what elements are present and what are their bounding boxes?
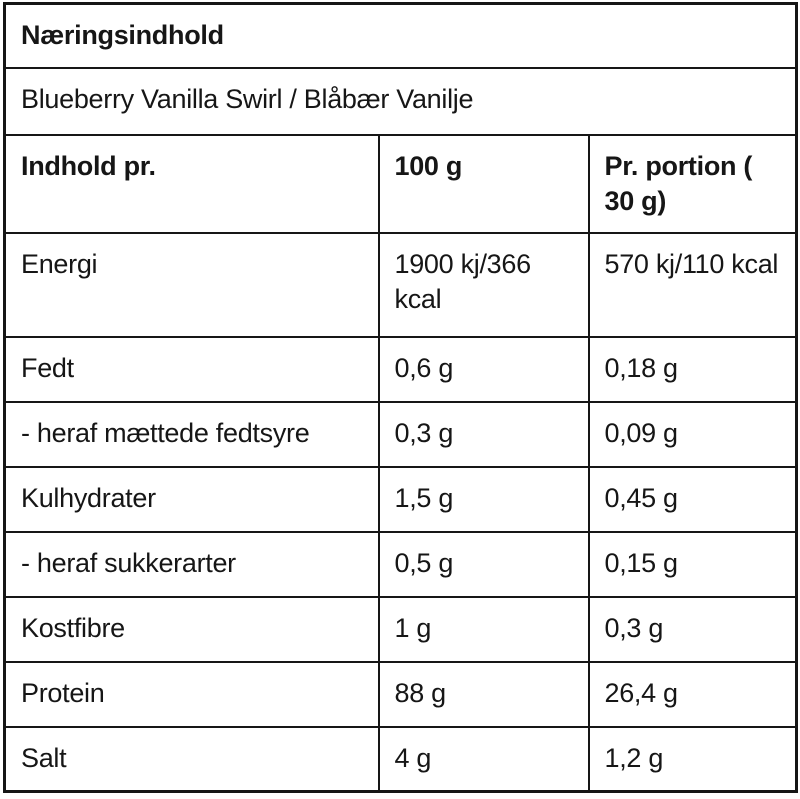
table-title-row: Næringsindhold xyxy=(3,2,798,69)
portion-value-cell: 0,45 g xyxy=(587,465,798,533)
portion-value-cell: 1,2 g xyxy=(587,725,798,793)
nutrient-label-cell: Kostfibre xyxy=(3,595,380,663)
portion-value-cell: 0,18 g xyxy=(587,335,798,403)
table-title: Næringsindhold xyxy=(3,2,798,69)
nutrient-label-cell: Kulhydrater xyxy=(3,465,380,533)
portion-value-cell: 26,4 g xyxy=(587,660,798,728)
nutrition-table: Næringsindhold Blueberry Vanilla Swirl /… xyxy=(3,2,799,793)
nutrient-label-cell: - heraf mættede fedtsyre xyxy=(3,400,380,468)
flavor-row: Blueberry Vanilla Swirl / Blåbær Vanilje xyxy=(3,66,798,136)
per100-value-cell: 1 g xyxy=(377,595,590,663)
nutrient-label-cell: Protein xyxy=(3,660,380,728)
nutrient-rows: Energi 1900 kj/366 kcal 570 kj/110 kcal … xyxy=(3,231,798,793)
per100-value-cell: 88 g xyxy=(377,660,590,728)
nutrient-row: Energi 1900 kj/366 kcal 570 kj/110 kcal xyxy=(3,231,798,338)
portion-value-cell: 0,15 g xyxy=(587,530,798,598)
nutrient-row: - heraf mættede fedtsyre 0,3 g 0,09 g xyxy=(3,400,798,468)
nutrient-label-cell: Energi xyxy=(3,231,380,338)
nutrient-row: - heraf sukkerarter 0,5 g 0,15 g xyxy=(3,530,798,598)
col-header-100g: 100 g xyxy=(377,133,590,234)
per100-value-cell: 1900 kj/366 kcal xyxy=(377,231,590,338)
portion-value-cell: 570 kj/110 kcal xyxy=(587,231,798,338)
per100-value-cell: 0,6 g xyxy=(377,335,590,403)
nutrient-row: Protein 88 g 26,4 g xyxy=(3,660,798,728)
column-header-row: Indhold pr. 100 g Pr. portion ( 30 g) xyxy=(3,133,798,234)
per100-value-cell: 0,3 g xyxy=(377,400,590,468)
product-flavor: Blueberry Vanilla Swirl / Blåbær Vanilje xyxy=(3,66,798,136)
nutrient-label-cell: - heraf sukkerarter xyxy=(3,530,380,598)
nutrient-row: Fedt 0,6 g 0,18 g xyxy=(3,335,798,403)
col-header-indhold-pr: Indhold pr. xyxy=(3,133,380,234)
nutrient-label-cell: Salt xyxy=(3,725,380,793)
per100-value-cell: 0,5 g xyxy=(377,530,590,598)
portion-value-cell: 0,3 g xyxy=(587,595,798,663)
nutrient-label-cell: Fedt xyxy=(3,335,380,403)
nutrient-row: Salt 4 g 1,2 g xyxy=(3,725,798,793)
per100-value-cell: 1,5 g xyxy=(377,465,590,533)
per100-value-cell: 4 g xyxy=(377,725,590,793)
col-header-portion: Pr. portion ( 30 g) xyxy=(587,133,798,234)
nutrient-row: Kulhydrater 1,5 g 0,45 g xyxy=(3,465,798,533)
portion-value-cell: 0,09 g xyxy=(587,400,798,468)
nutrient-row: Kostfibre 1 g 0,3 g xyxy=(3,595,798,663)
